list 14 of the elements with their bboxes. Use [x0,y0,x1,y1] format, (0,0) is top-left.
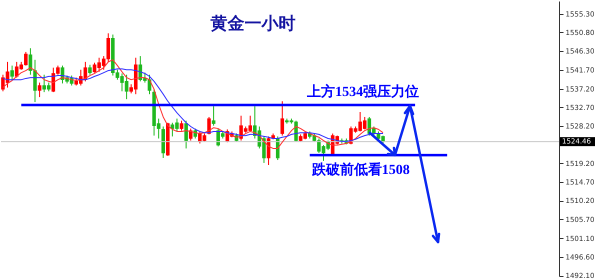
candlestick [38,82,42,98]
candlestick [184,120,188,149]
candlestick [212,106,216,126]
candlestick [248,115,252,132]
candlestick [280,100,284,136]
candlestick [180,120,184,132]
candlestick [88,64,92,76]
candlestick [161,126,166,158]
series-label: 跌破前低看1508 [310,161,410,178]
text: 黄金一小时 [210,14,296,33]
candlestick [106,32,110,62]
series-label: 上方1534强压力位 [306,82,420,100]
candlestick [362,116,367,130]
candlestick [10,65,14,80]
